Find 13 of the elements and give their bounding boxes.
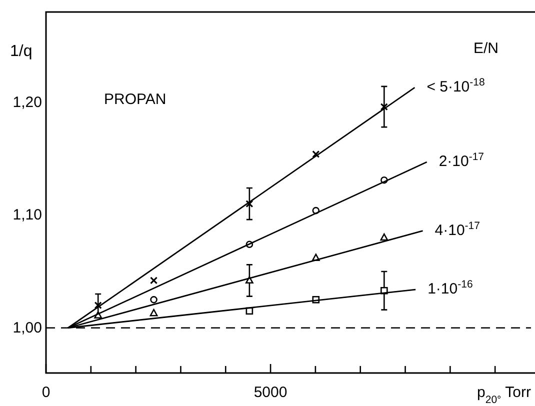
series-label: 2·10$^{-17}$ [438, 151, 484, 170]
x-tick-label: 0 [42, 384, 50, 401]
series-label: 1·10$^{-16}$ [428, 278, 473, 298]
x-tick-label: 5000 [254, 384, 288, 401]
y-axis-title: 1/q [10, 43, 32, 60]
annotation: PROPAN [104, 91, 166, 108]
series-label: < 5·10$^{-18}$ [426, 76, 485, 96]
x-axis-title: p$_{20°}$ Torr [477, 384, 531, 406]
y-tick-label: 1,20 [12, 94, 42, 111]
y-tick-label: 1,10 [12, 206, 42, 224]
series-label: 4·10$^{-17}$ [434, 220, 480, 239]
legend-title: E/N [473, 40, 499, 57]
y-tick-label: 1,00 [12, 319, 42, 336]
